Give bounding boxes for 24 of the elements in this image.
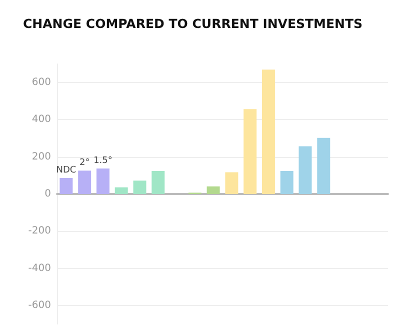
y-tick-label: 200	[32, 151, 51, 162]
bar	[262, 70, 275, 194]
bar	[225, 172, 238, 194]
y-tick-label: -600	[28, 300, 51, 311]
bar	[78, 170, 92, 194]
bar	[317, 138, 330, 194]
bar	[60, 178, 73, 194]
bar	[244, 109, 257, 194]
bar	[96, 168, 110, 194]
y-tick-label: 400	[32, 114, 51, 126]
y-tick-label: -400	[28, 262, 51, 274]
bar	[114, 187, 128, 194]
annotation: 2°	[79, 158, 90, 168]
chart-title: CHANGE COMPARED TO CURRENT INVESTMENTS	[23, 16, 363, 31]
bar	[206, 186, 220, 194]
bar	[152, 170, 165, 194]
bar	[133, 180, 146, 194]
annotation: NDC	[56, 166, 76, 176]
y-tick-label: 600	[32, 77, 51, 88]
bar	[280, 170, 294, 194]
annotation: 1.5°	[94, 156, 112, 166]
y-tick-label: 0	[44, 188, 51, 200]
bar	[298, 146, 312, 194]
y-tick-label: -200	[28, 226, 51, 237]
